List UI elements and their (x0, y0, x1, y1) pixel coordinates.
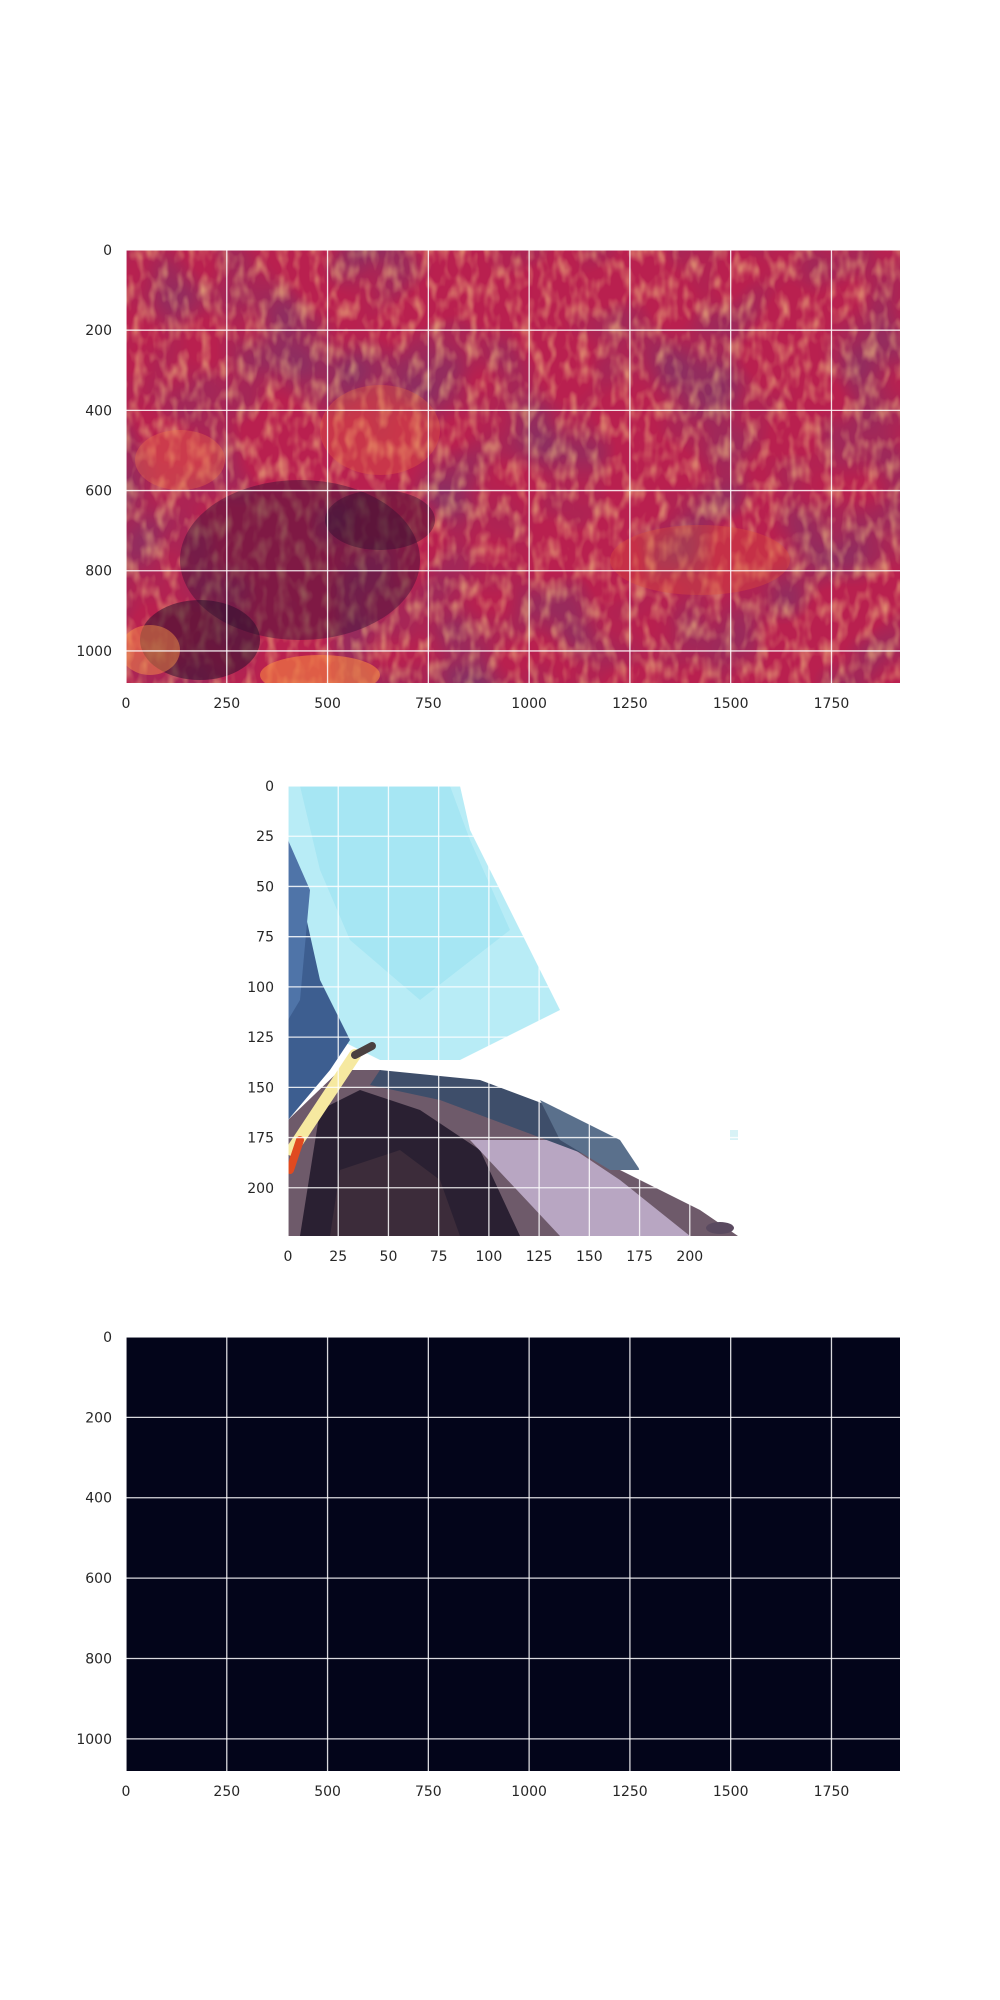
y-tick-label: 200 (85, 1410, 112, 1426)
rgb-image-panel (288, 786, 738, 1236)
x-tick-label: 1500 (713, 696, 749, 712)
x-tick-label: 0 (284, 1249, 293, 1265)
y-tick-label: 800 (85, 1651, 112, 1667)
x-tick-label: 1250 (612, 1784, 648, 1800)
y-tick-label: 100 (247, 980, 274, 996)
y-tick-label: 125 (247, 1030, 274, 1046)
rgb-image (288, 786, 738, 1236)
x-tick-label: 50 (380, 1249, 398, 1265)
y-tick-label: 200 (247, 1181, 274, 1197)
y-tick-label: 75 (256, 930, 274, 946)
heatmap-panel-bottom (126, 1337, 900, 1771)
heatmap-image (126, 250, 900, 683)
x-tick-label: 200 (676, 1249, 703, 1265)
x-tick-label: 750 (415, 696, 442, 712)
axes-3: 0 250 500 750 1000 1250 1500 1750 0 200 400 600 800 1… (76, 1330, 900, 1800)
y-tick-label: 400 (85, 403, 112, 419)
y-tick-label: 600 (85, 484, 112, 500)
x-tick-label: 1750 (814, 1784, 850, 1800)
axes-1: 0 250 500 750 1000 1250 1500 1750 0 200 400 600 800 1… (76, 243, 900, 712)
y-tick-label: 50 (256, 879, 274, 895)
x-tick-label: 500 (314, 1784, 341, 1800)
x-tick-label: 75 (430, 1249, 448, 1265)
x-tick-label: 500 (314, 696, 341, 712)
x-tick-label: 25 (329, 1249, 347, 1265)
x-tick-label: 0 (122, 1784, 131, 1800)
x-tick-label: 0 (122, 696, 131, 712)
x-tick-label: 250 (213, 1784, 240, 1800)
x-tick-label: 1000 (511, 1784, 547, 1800)
x-tick-label: 100 (476, 1249, 503, 1265)
dark-heatmap-image (126, 1337, 900, 1771)
y-tick-label: 200 (85, 323, 112, 339)
heatmap-panel-top (126, 250, 900, 683)
y-tick-label: 800 (85, 564, 112, 580)
x-tick-label: 1250 (612, 696, 648, 712)
axes-2: 0 25 50 75 100 125 150 175 200 0 25 50 75 100 125 150 17… (247, 779, 738, 1265)
x-tick-label: 150 (576, 1249, 603, 1265)
x-tick-label: 1000 (511, 696, 547, 712)
y-tick-label: 25 (256, 829, 274, 845)
x-tick-label: 1500 (713, 1784, 749, 1800)
y-tick-label: 400 (85, 1491, 112, 1507)
y-tick-label: 0 (103, 243, 112, 259)
y-tick-label: 1000 (76, 1732, 112, 1748)
y-tick-label: 600 (85, 1571, 112, 1587)
y-tick-label: 150 (247, 1080, 274, 1096)
x-tick-label: 175 (626, 1249, 653, 1265)
axes-layer: 0 250 500 750 1000 1250 1500 175002004006008001… (76, 243, 900, 1800)
x-tick-label: 1750 (814, 696, 850, 712)
x-tick-label: 125 (526, 1249, 553, 1265)
x-tick-label: 750 (415, 1784, 442, 1800)
y-tick-label: 0 (103, 1330, 112, 1346)
y-tick-label: 0 (265, 779, 274, 795)
y-tick-label: 1000 (76, 644, 112, 660)
x-tick-label: 250 (213, 696, 240, 712)
y-tick-label: 175 (247, 1131, 274, 1147)
